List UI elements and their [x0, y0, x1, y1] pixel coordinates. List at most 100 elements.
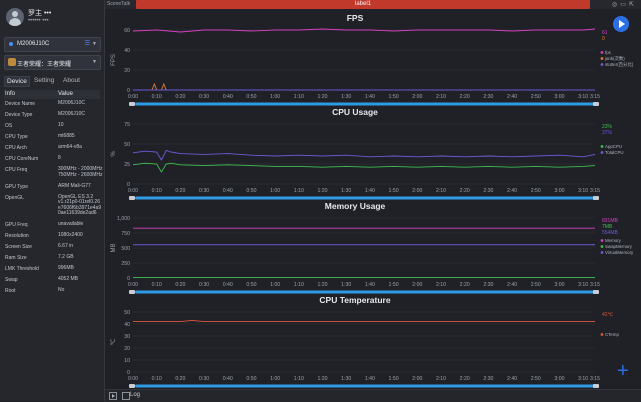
label-bar[interactable]: label1	[136, 0, 590, 9]
range-handle-right	[593, 384, 599, 388]
range-slider	[135, 196, 595, 200]
range-handle-right	[593, 102, 599, 106]
x-tick-label: 0:40	[223, 94, 233, 100]
y-tick-label: 0	[127, 276, 130, 282]
app-select[interactable]: 王者荣耀：王者荣耀 ▼	[4, 55, 101, 70]
info-key: Ram Size	[5, 255, 27, 262]
tab-about[interactable]: About	[63, 77, 80, 84]
app-brand: SceneTalk	[107, 1, 131, 7]
range-slider	[135, 290, 595, 294]
info-value: 7.2 GB	[58, 254, 74, 261]
y-tick-label: 1,000	[117, 216, 130, 222]
device-select[interactable]: M2006J10C ☰ ▼	[4, 37, 101, 52]
x-tick-label: 1:10	[294, 282, 304, 288]
x-tick-label: 0:00	[128, 188, 138, 194]
current-value: 61	[602, 30, 608, 36]
user-profile[interactable]: 罗主 ••• •••••• •••	[6, 6, 100, 32]
x-tick-label: 2:40	[507, 282, 517, 288]
y-tick-label: 40	[124, 322, 130, 328]
chart-3: CPU Temperature ℃ 0 10 20 30 40 50 0:00 0:10 0:20 0…	[105, 292, 641, 388]
x-tick-label: 1:00	[270, 282, 280, 288]
x-tick-label: 1:30	[341, 376, 351, 382]
x-tick-label: 3:10	[578, 188, 588, 194]
x-tick-label: 3:15	[590, 94, 600, 100]
bell-icon[interactable]: ▭	[620, 2, 629, 8]
legend-label: Memory	[605, 238, 622, 243]
info-value: 300MHz - 2000MHz 750MHz - 2600MHz	[58, 166, 103, 178]
column-header-value: Value	[58, 91, 73, 97]
chart-1: CPU Usage% 0 25 50 75 0:00 0:10 0:20 0:30 0:40 0:5…	[105, 104, 641, 200]
x-tick-label: 1:20	[317, 188, 327, 194]
info-value: 996MB	[58, 265, 74, 272]
x-tick-label: 0:20	[175, 282, 185, 288]
x-tick-label: 3:00	[554, 188, 564, 194]
x-tick-label: 3:10	[578, 282, 588, 288]
avatar[interactable]	[6, 8, 24, 26]
info-key: Screen Size	[5, 244, 32, 251]
chevron-down-icon: ▼	[92, 59, 97, 65]
info-key: Swap	[5, 277, 18, 284]
current-value: 37%	[602, 130, 613, 136]
legend-marker	[600, 145, 604, 148]
info-value: ARM Mali-G77	[58, 182, 91, 189]
info-value: No	[58, 287, 65, 294]
device-info-table: Info Value Device Name M2006J10C Device Ty…	[4, 90, 102, 294]
add-button[interactable]: +	[617, 360, 629, 382]
x-tick-label: 0:30	[199, 282, 209, 288]
x-tick-label: 3:00	[554, 282, 564, 288]
profile-subtitle: •••••• •••	[28, 18, 49, 24]
x-tick-label: 2:50	[531, 188, 541, 194]
play-button[interactable]	[613, 16, 629, 32]
legend-marker	[600, 333, 604, 336]
legend-marker	[600, 63, 604, 66]
x-tick-label: 3:15	[590, 188, 600, 194]
x-tick-label: 2:00	[412, 188, 422, 194]
x-tick-label: 1:50	[389, 376, 399, 382]
app-select-value: 王者荣耀：王者荣耀	[17, 62, 72, 68]
current-value: 0	[602, 36, 605, 42]
info-key: OS	[5, 123, 13, 129]
series-line	[133, 319, 595, 323]
x-tick-label: 0:50	[246, 94, 256, 100]
current-value: 831MB	[602, 218, 619, 224]
current-value: 42℃	[602, 312, 614, 318]
sidebar-tabs: Device Setting About	[4, 76, 100, 88]
tab-device[interactable]: Device	[4, 76, 30, 87]
x-tick-label: 1:50	[389, 188, 399, 194]
series-line	[132, 162, 596, 173]
x-tick-label: 0:40	[223, 376, 233, 382]
y-tick-label: 750	[121, 231, 130, 237]
log-checkbox[interactable]	[122, 392, 130, 400]
info-key: CPU CoreNum	[5, 156, 39, 162]
info-value: arm64-v8a	[58, 144, 82, 150]
x-tick-label: 2:00	[412, 376, 422, 382]
x-tick-label: 1:10	[294, 188, 304, 194]
info-key: GPU Type	[5, 183, 28, 190]
x-tick-label: 0:50	[246, 282, 256, 288]
x-tick-label: 2:00	[412, 94, 422, 100]
y-axis-label: ℃	[111, 338, 117, 345]
info-key: CPU Type	[5, 134, 28, 140]
left-panel: 罗主 ••• •••••• ••• M2006J10C ☰ ▼ 王者荣耀：王者荣…	[0, 0, 105, 401]
tab-setting[interactable]: Setting	[34, 77, 55, 84]
play-small-icon[interactable]	[109, 392, 117, 400]
range-handle-left	[129, 196, 135, 200]
legend-marker	[600, 239, 604, 242]
location-icon[interactable]: ◎	[612, 2, 621, 8]
x-tick-label: 2:20	[460, 282, 470, 288]
x-tick-label: 0:30	[199, 188, 209, 194]
info-key: Root	[5, 288, 16, 295]
info-value: mt6885	[58, 133, 75, 139]
chart-svg: CPU Temperature ℃ 0 10 20 30 40 50 0:00 0:10 0:20 0…	[111, 295, 619, 388]
series-line	[132, 28, 596, 33]
legend-label: fps	[605, 50, 612, 55]
x-tick-label: 1:40	[365, 282, 375, 288]
x-tick-label: 0:10	[152, 376, 162, 382]
y-tick-label: 60	[124, 28, 130, 34]
top-bar: SceneTalk label1 ◎▭⇱	[105, 0, 641, 9]
expand-icon[interactable]: ⇱	[628, 2, 637, 8]
y-tick-label: 25	[124, 162, 130, 168]
x-tick-label: 3:00	[554, 94, 564, 100]
info-key: CPU Freq	[5, 167, 28, 173]
range-slider	[135, 384, 595, 388]
